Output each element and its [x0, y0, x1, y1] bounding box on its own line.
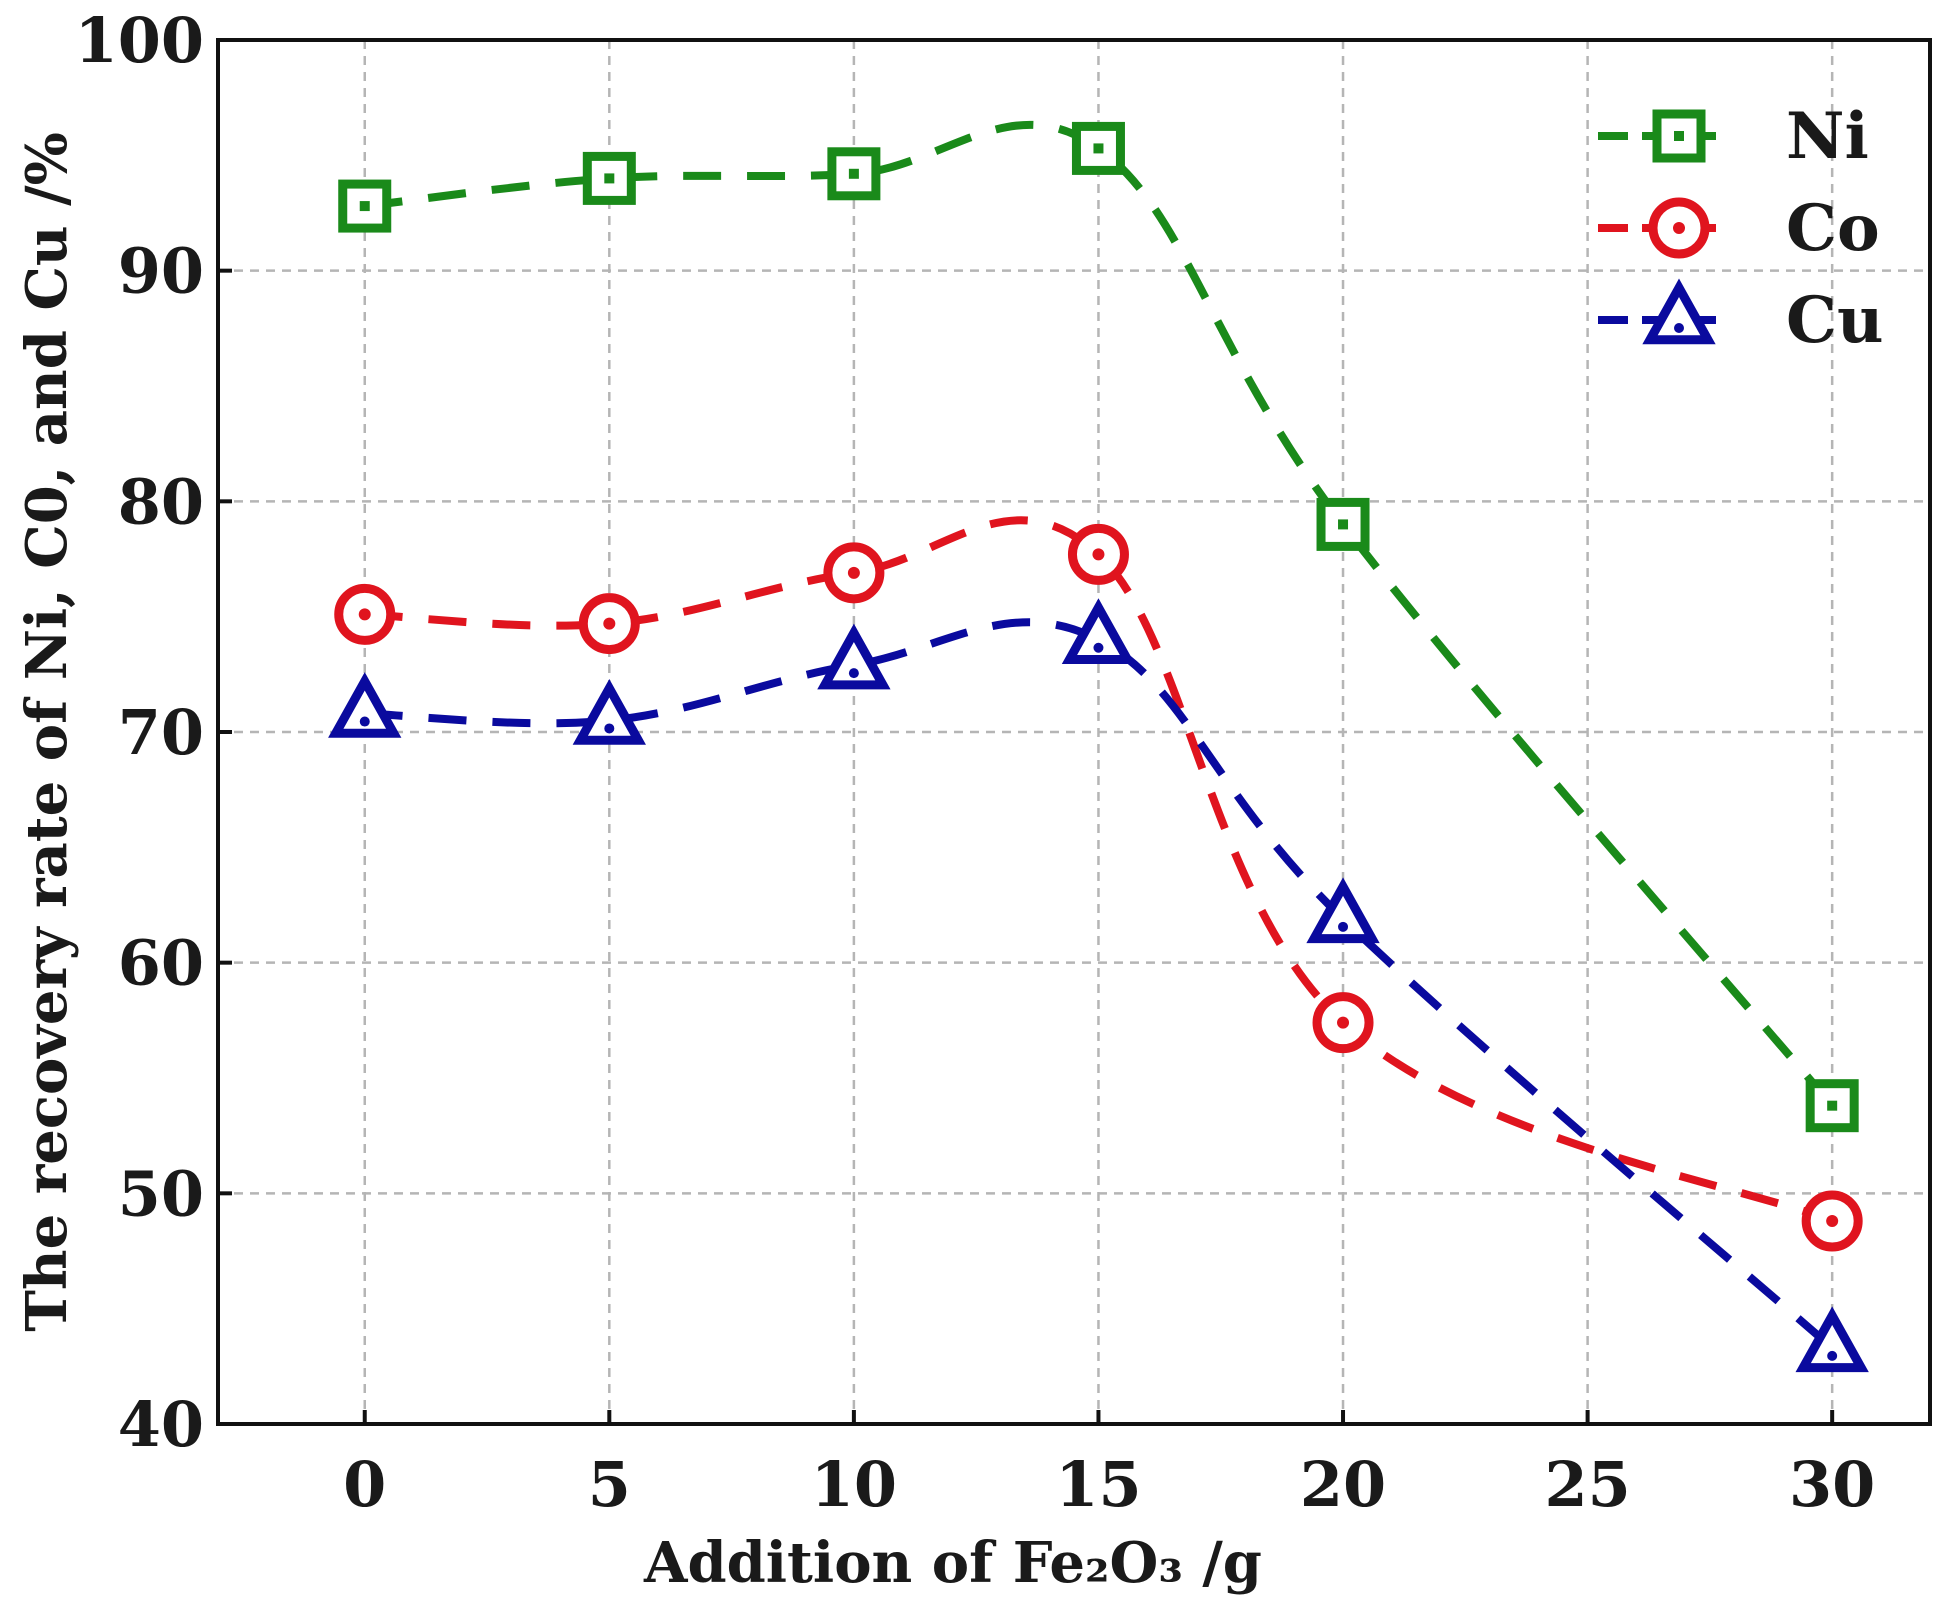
y-tick-label: 90 [118, 235, 204, 308]
series-line-cu [364, 618, 1835, 1351]
x-tick-label: 0 [343, 1448, 386, 1521]
data-point-cu [817, 623, 891, 690]
data-point-cu [1061, 598, 1136, 664]
data-point-co-center [358, 608, 371, 621]
data-point-ni-center [604, 173, 615, 184]
legend-label-cu: Cu [1786, 283, 1883, 358]
data-point-cu-center [1338, 921, 1349, 932]
data-point-cu-center [604, 723, 615, 734]
x-axis-title: Addition of Fe₂O₃ /g [643, 1530, 1262, 1596]
data-point-cu-center [359, 716, 370, 727]
data-point-co-center [847, 566, 860, 579]
y-tick-label: 50 [118, 1157, 204, 1230]
legend: Ni Co Cu [1598, 99, 1883, 358]
y-tick-label: 70 [118, 696, 204, 769]
data-point-co-center [1092, 548, 1105, 561]
data-point-cu [1795, 1306, 1869, 1373]
data-point-cu-center [848, 668, 859, 679]
y-tick-label: 80 [118, 465, 204, 538]
axes: 0 5 10 15 20 25 30 40 50 60 70 80 90 100 [75, 4, 1876, 1521]
y-tick-label: 40 [118, 1388, 204, 1461]
x-tick-label: 10 [811, 1448, 897, 1521]
data-point-cu-center [1093, 642, 1104, 653]
x-tick-label: 30 [1789, 1448, 1875, 1521]
x-tick-label: 5 [588, 1448, 631, 1521]
y-axis-title: The recovery rate of Ni, C0, and Cu /% [14, 132, 80, 1332]
legend-marker-cu-center [1674, 323, 1684, 333]
data-point-ni [827, 147, 881, 201]
legend-label-ni: Ni [1786, 99, 1869, 174]
x-tick-label: 15 [1055, 1448, 1141, 1521]
legend-marker-ni-center [1674, 131, 1684, 141]
y-tick-label: 60 [118, 927, 204, 1000]
data-point-cu [572, 678, 646, 745]
series-group [328, 120, 1869, 1373]
data-point-ni-center [1827, 1100, 1838, 1111]
data-point-co-center [1337, 1016, 1350, 1029]
data-point-cu-center [1827, 1350, 1838, 1361]
data-point-co-center [603, 617, 616, 630]
series-line-ni [364, 120, 1836, 1109]
data-point-co-center [1826, 1215, 1839, 1228]
legend-marker-cu [1642, 278, 1716, 345]
data-point-cu [328, 672, 402, 738]
x-tick-label: 25 [1544, 1448, 1630, 1521]
data-point-ni-center [848, 168, 859, 179]
legend-label-co: Co [1786, 191, 1880, 266]
grid [218, 40, 1930, 1424]
data-point-cu [1306, 877, 1380, 944]
legend-marker-co-center [1673, 222, 1685, 234]
data-point-ni-center [359, 201, 370, 212]
y-tick-label: 100 [75, 4, 204, 77]
data-point-ni-center [1093, 143, 1104, 154]
data-point-ni [1316, 497, 1370, 551]
x-tick-label: 20 [1300, 1448, 1386, 1521]
data-point-ni-center [1338, 519, 1349, 530]
